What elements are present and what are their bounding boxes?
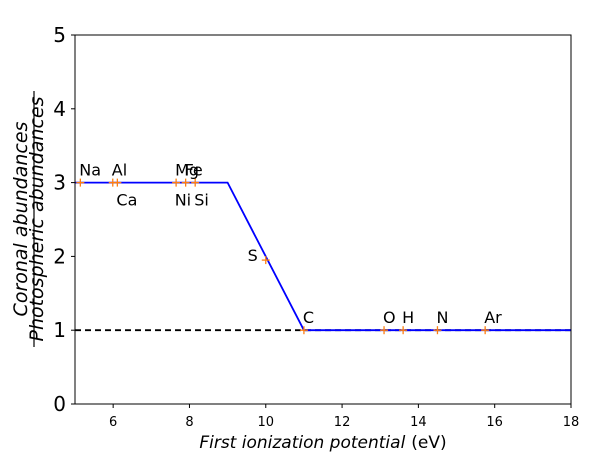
x-axis-label-unit: (eV) <box>411 433 446 453</box>
x-tick-label-10: 10 <box>257 415 274 430</box>
element-label-n: N <box>437 308 449 327</box>
y-axis-label: Coronal abundances Photospheric abundanc… <box>10 91 48 347</box>
y-tick-label-0: 0 <box>53 392 66 416</box>
element-label-na: Na <box>79 161 101 180</box>
element-label-c: C <box>303 308 314 327</box>
x-tick-label-18: 18 <box>563 415 580 430</box>
element-label-ca: Ca <box>116 191 137 210</box>
y-tick-label-4: 4 <box>53 97 66 121</box>
y-tick-label-5: 5 <box>53 23 66 47</box>
element-labels: Na Al Ca Mg Ni Fe Si S C O H N Ar <box>79 161 502 328</box>
data-point-marker-h <box>399 326 408 335</box>
y-tick-label-1: 1 <box>53 318 66 342</box>
x-axis-label-italic: First ionization potential <box>199 433 405 453</box>
y-tick-label-3: 3 <box>53 171 66 195</box>
element-label-ar: Ar <box>484 308 502 327</box>
data-point-marker-ca <box>113 178 122 187</box>
element-label-s: S <box>248 246 258 265</box>
element-label-fe: Fe <box>185 161 203 180</box>
data-point-marker-fe <box>181 178 190 187</box>
y-axis-ticks: 0 1 2 3 4 5 <box>53 23 75 416</box>
element-label-si: Si <box>194 191 209 210</box>
x-tick-label-16: 16 <box>486 415 503 430</box>
x-tick-label-14: 14 <box>410 415 427 430</box>
plot-frame <box>74 34 572 405</box>
data-point-marker-na <box>76 178 85 187</box>
x-axis-label: First ionization potential (eV) <box>199 433 446 453</box>
y-axis-label-numerator: Coronal abundances <box>10 121 32 316</box>
element-label-ni: Ni <box>175 191 191 210</box>
x-tick-label-8: 8 <box>185 415 193 430</box>
marker-layer <box>76 178 490 335</box>
y-tick-label-2: 2 <box>53 244 66 268</box>
element-label-al: Al <box>112 161 127 180</box>
y-axis-label-denominator: Photospheric abundances <box>26 96 48 341</box>
data-point-marker-o <box>380 326 389 335</box>
data-point-marker-c <box>299 326 308 335</box>
x-tick-label-12: 12 <box>334 415 351 430</box>
x-tick-label-6: 6 <box>109 415 117 430</box>
element-label-h: H <box>402 308 414 327</box>
x-axis-ticks: 6 8 10 12 14 16 18 <box>109 404 579 430</box>
element-label-o: O <box>383 308 396 327</box>
data-point-marker-si <box>191 178 200 187</box>
data-point-marker-ar <box>481 326 490 335</box>
data-point-marker-mg <box>172 178 181 187</box>
data-point-marker-s <box>261 256 270 265</box>
element-label-mg: Mg <box>175 161 199 180</box>
data-point-marker-n <box>433 326 442 335</box>
